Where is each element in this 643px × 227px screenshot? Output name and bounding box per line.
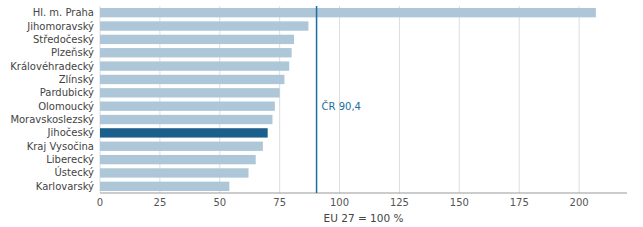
y-axis: Hl. m. Praha Jihomoravský Středočeský Plzeň… xyxy=(10,7,94,192)
x-axis: 0 25 50 75 100 125 150 175 200 xyxy=(97,197,589,208)
reference-lines xyxy=(316,6,317,193)
tick-label: 25 xyxy=(154,197,167,208)
grid xyxy=(100,6,579,193)
bar xyxy=(100,168,249,177)
grid-line xyxy=(519,6,520,193)
tick-label: 150 xyxy=(450,197,469,208)
category-label: Kraj Vysočina xyxy=(27,141,94,152)
category-label: Pardubický xyxy=(40,87,94,98)
category-label: Olomoucký xyxy=(38,101,94,112)
grid-line xyxy=(459,6,460,193)
bars xyxy=(100,8,596,191)
bar xyxy=(100,35,294,44)
category-label: Královéhradecký xyxy=(10,61,94,72)
bar xyxy=(100,8,596,17)
bar xyxy=(100,75,284,84)
category-label: Hl. m. Praha xyxy=(33,7,94,18)
category-label: Liberecký xyxy=(46,154,94,165)
tick-label: 50 xyxy=(213,197,226,208)
reference-label: ČR 90,4 xyxy=(322,100,361,112)
category-label: Středočeský xyxy=(33,34,94,45)
bar xyxy=(100,182,229,191)
axis-line xyxy=(100,193,627,194)
chart: 0 25 50 75 100 125 150 175 200 Hl. m. Praha Jihomo… xyxy=(0,0,643,227)
category-label: Plzeňský xyxy=(51,47,94,58)
grid-line xyxy=(339,6,340,193)
tick-label: 0 xyxy=(97,197,103,208)
grid-line xyxy=(579,6,580,193)
category-label: Ústecký xyxy=(55,166,95,178)
tick-label: 100 xyxy=(330,197,349,208)
bar xyxy=(100,48,292,57)
tick-label: 75 xyxy=(273,197,286,208)
bar xyxy=(100,128,268,137)
bar xyxy=(100,142,263,151)
tick-label: 125 xyxy=(390,197,409,208)
grid-line xyxy=(100,6,101,193)
reference-line xyxy=(316,6,318,193)
category-label: Zlínský xyxy=(59,74,94,85)
bar xyxy=(100,155,256,164)
tick-label: 175 xyxy=(510,197,529,208)
grid-line xyxy=(219,6,220,193)
grid-line xyxy=(399,6,400,193)
grid-line xyxy=(279,6,280,193)
category-label: Jihomoravský xyxy=(26,21,94,32)
bar xyxy=(100,61,289,70)
bar xyxy=(100,115,272,124)
category-label: Karlovarský xyxy=(36,181,94,192)
grid-line xyxy=(159,6,160,193)
tick-label: 200 xyxy=(570,197,589,208)
x-axis-label: EU 27 = 100 % xyxy=(324,212,404,224)
bar xyxy=(100,88,280,97)
category-label: Moravskoslezský xyxy=(10,114,94,125)
category-label: Jihočeský xyxy=(47,127,94,138)
bar xyxy=(100,21,308,30)
bar xyxy=(100,102,275,111)
